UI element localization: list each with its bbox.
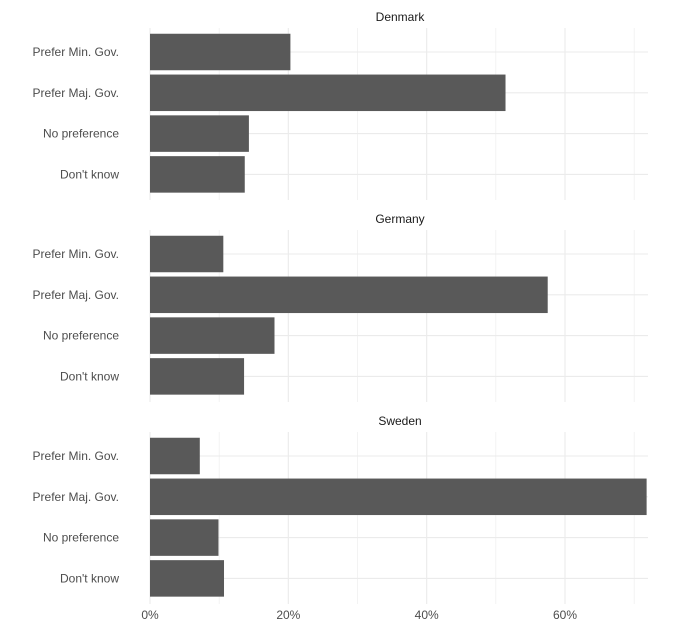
category-label: Prefer Maj. Gov. (33, 490, 119, 504)
category-label: No preference (43, 531, 119, 545)
category-label: Prefer Maj. Gov. (33, 86, 119, 100)
category-label: Prefer Maj. Gov. (33, 288, 119, 302)
bar (150, 519, 219, 556)
x-tick-label: 40% (415, 608, 439, 622)
bar (150, 560, 225, 597)
facet-title: Denmark (376, 10, 426, 24)
bar (150, 156, 245, 193)
bar (150, 33, 291, 71)
category-label: Prefer Min. Gov. (33, 45, 119, 59)
category-label: Don't know (60, 369, 119, 383)
category-label: Prefer Min. Gov. (33, 449, 119, 463)
bar (150, 478, 647, 516)
category-label: Don't know (60, 167, 119, 181)
category-label: Prefer Min. Gov. (33, 247, 119, 261)
x-tick-label: 20% (276, 608, 300, 622)
x-tick-label: 0% (141, 608, 159, 622)
facet-title: Sweden (378, 414, 421, 428)
facet-title: Germany (375, 212, 424, 226)
bar (150, 317, 275, 354)
x-tick-label: 60% (553, 608, 577, 622)
category-label: No preference (43, 329, 119, 343)
bar (150, 74, 506, 112)
category-label: No preference (43, 127, 119, 141)
category-label: Don't know (60, 571, 119, 585)
bar (150, 437, 200, 475)
bar (150, 235, 224, 273)
bar (150, 358, 245, 395)
bar (150, 115, 249, 152)
bar (150, 276, 548, 314)
